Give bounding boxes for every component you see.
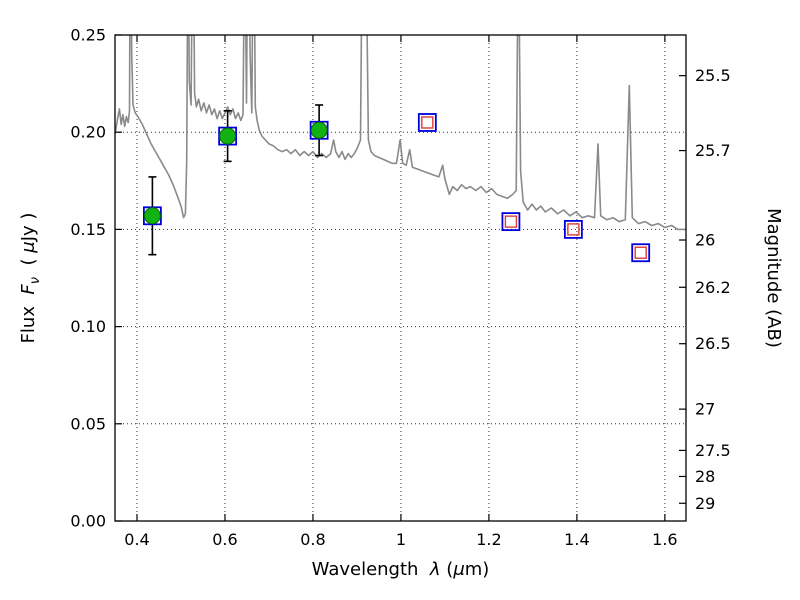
x-axis-label: Wavelength λ (μm) (312, 559, 490, 580)
x-tick-label: 1 (396, 530, 406, 549)
flux-tick-label: 0.05 (70, 414, 106, 433)
x-tick-label: 1.2 (476, 530, 501, 549)
magnitude-tick-label: 28 (695, 467, 715, 486)
magnitude-tick-label: 26.5 (695, 334, 731, 353)
magnitude-tick-label: 25.5 (695, 66, 731, 85)
x-tick-label: 0.4 (124, 530, 149, 549)
magnitude-tick-label: 27.5 (695, 441, 731, 460)
photometry-circle (219, 127, 237, 145)
y-axis-label-flux: Flux Fν ( μJy ) (18, 213, 43, 344)
flux-tick-label: 0.15 (70, 220, 106, 239)
magnitude-tick-label: 26.2 (695, 278, 731, 297)
x-tick-label: 1.4 (564, 530, 589, 549)
x-tick-label: 1.6 (652, 530, 677, 549)
photometry-inner-square (634, 246, 647, 259)
x-tick-label: 0.6 (212, 530, 237, 549)
y-axis-label-magnitude: Magnitude (AB) (763, 208, 784, 348)
photometry-outer-square (501, 212, 521, 232)
photometry-outer-square (563, 219, 583, 239)
photometry-circle (310, 121, 328, 139)
flux-tick-label: 0.25 (70, 26, 106, 45)
x-tick-label: 0.8 (300, 530, 325, 549)
magnitude-tick-label: 25.7 (695, 141, 731, 160)
photometry-circle (143, 207, 161, 225)
photometry-outer-square (631, 243, 651, 263)
flux-tick-label: 0.00 (70, 512, 106, 531)
photometry-inner-square (567, 223, 580, 236)
magnitude-tick-label: 27 (695, 400, 715, 419)
photometry-inner-square (504, 215, 518, 228)
magnitude-tick-label: 26 (695, 231, 715, 250)
flux-tick-label: 0.20 (70, 123, 106, 142)
model-spectrum-line (115, 35, 686, 231)
photometry-outer-square (417, 113, 437, 132)
magnitude-tick-label: 29 (695, 494, 715, 513)
photometry-inner-square (421, 116, 434, 129)
flux-tick-label: 0.10 (70, 317, 106, 336)
